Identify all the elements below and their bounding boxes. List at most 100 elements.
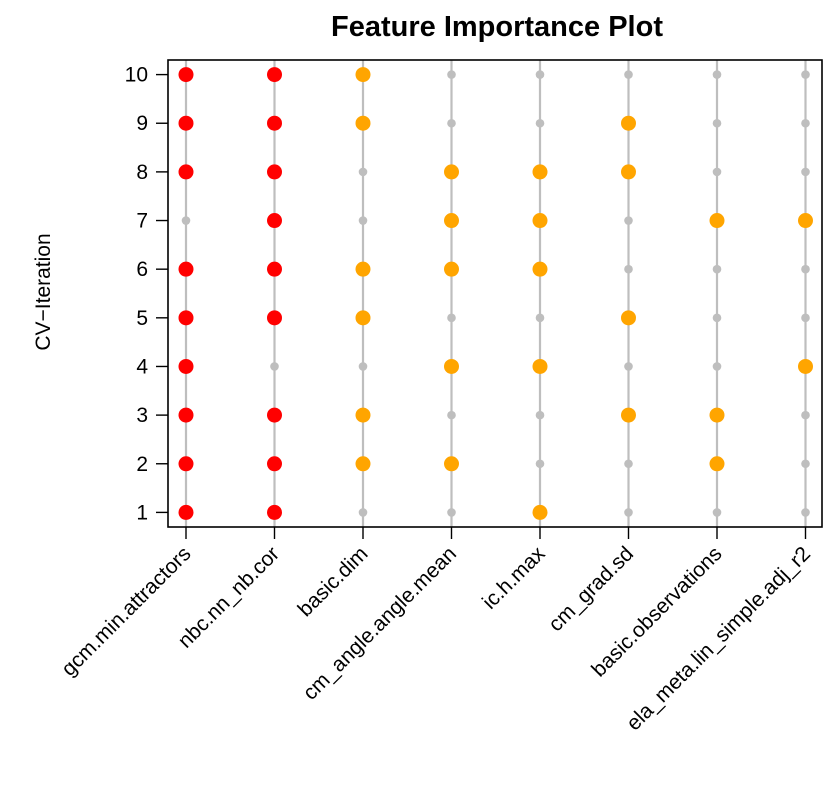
point-not-selected [624,362,633,371]
point-not-selected [624,70,633,79]
point-selected [267,456,282,472]
x-tick-label: cm_angle.angle.mean [299,542,461,704]
y-axis: 1 2 3 4 5 6 7 8 9 10 [125,64,168,524]
point-selected [709,213,725,229]
point-selected [178,456,194,472]
point-selected [621,310,636,326]
point-selected [532,164,548,180]
point-selected [178,261,194,277]
point-not-selected [712,508,722,517]
point-selected [267,504,282,520]
point-selected [355,261,371,277]
point-selected [267,67,282,83]
point-selected [709,456,725,472]
point-selected [355,67,371,83]
plot-frame [167,59,823,528]
y-tick-label: 2 [136,453,148,476]
point-selected [355,407,371,423]
y-tick-label: 5 [136,307,148,330]
point-selected [267,261,282,277]
point-selected [355,115,371,131]
point-not-selected [358,362,368,371]
point-selected [532,504,548,520]
feature-guide-lines [184,60,807,527]
point-not-selected [535,459,545,469]
point-selected [355,310,371,326]
point-selected [444,164,459,180]
point-selected [267,115,282,131]
y-tick-label: 4 [136,355,148,378]
y-tick-label: 3 [136,404,148,427]
point-selected [621,164,636,180]
point-not-selected [447,118,456,128]
point-not-selected [181,216,191,225]
point-not-selected [358,167,368,177]
point-not-selected [712,118,722,128]
point-not-selected [801,459,810,469]
point-selected [532,261,548,277]
point-selected [444,358,459,374]
point-not-selected [624,459,633,469]
point-selected [444,213,459,229]
point-not-selected [801,313,810,323]
point-selected [798,358,813,374]
point-not-selected [447,410,456,420]
y-tick-label: 10 [125,64,148,87]
y-tick-label: 8 [136,161,148,184]
point-selected [267,310,282,326]
point-selected [178,504,194,520]
point-not-selected [535,70,545,79]
point-not-selected [801,508,810,517]
chart-title: Feature Importance Plot [331,11,663,43]
point-not-selected [447,70,456,79]
x-tick-label: basic.dim [294,542,373,621]
point-not-selected [801,167,810,177]
y-tick-label: 7 [136,210,148,233]
point-not-selected [712,264,722,274]
point-selected [178,407,194,423]
point-not-selected [358,216,368,225]
point-not-selected [712,167,722,177]
x-tick-label: gcm.min.attractors [57,542,195,680]
point-selected [178,115,194,131]
point-not-selected [712,70,722,79]
point-selected [709,407,725,423]
point-not-selected [801,264,810,274]
point-not-selected [801,70,810,79]
point-not-selected [712,313,722,323]
x-tick-label: cm_grad.sd [544,542,638,636]
x-tick-label: ic.h.max [478,542,550,614]
point-selected [178,67,194,83]
point-not-selected [447,508,456,517]
point-not-selected [358,508,368,517]
point-not-selected [447,313,456,323]
y-tick-label: 9 [136,112,148,135]
point-selected [621,115,636,131]
point-not-selected [535,118,545,128]
data-points [178,67,813,520]
point-not-selected [624,508,633,517]
point-selected [178,310,194,326]
point-not-selected [270,362,279,371]
point-selected [267,407,282,423]
point-not-selected [535,313,545,323]
point-selected [355,456,371,472]
point-selected [444,456,459,472]
point-selected [444,261,459,277]
x-tick-label: ela_meta.lin_simple.adj_r2 [622,542,815,735]
y-tick-label: 1 [136,501,148,524]
point-not-selected [712,362,722,371]
point-selected [178,358,194,374]
point-selected [532,358,548,374]
point-selected [532,213,548,229]
point-not-selected [624,216,633,225]
point-not-selected [535,410,545,420]
point-selected [267,213,282,229]
point-selected [267,164,282,180]
point-not-selected [801,118,810,128]
point-selected [798,213,813,229]
y-axis-label: CV−Iteration [32,233,55,350]
point-selected [621,407,636,423]
